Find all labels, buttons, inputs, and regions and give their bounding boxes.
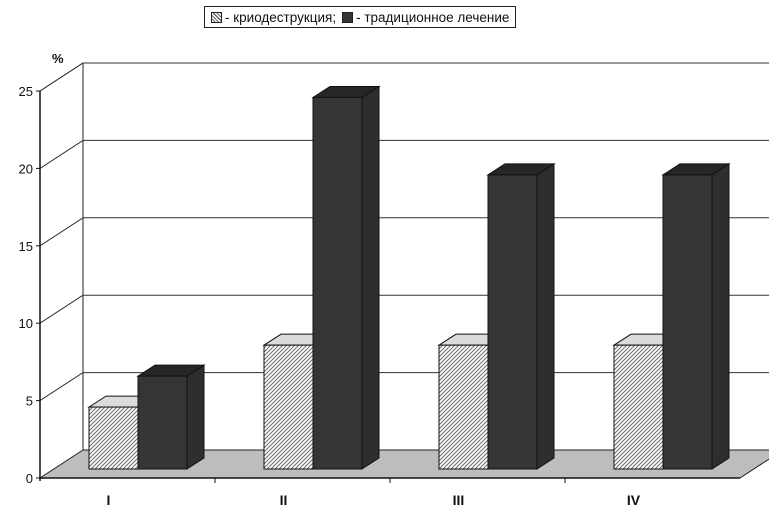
y-tick-label: 10 [19, 316, 33, 331]
x-category-label: IV [627, 492, 641, 508]
y-tick-label: 5 [26, 394, 33, 409]
y-axis-unit-label: % [52, 51, 64, 66]
bar-side [711, 162, 730, 470]
y-tick-label: 0 [26, 471, 33, 486]
bar-traditional-2 [487, 174, 538, 470]
chart-legend: - криодеструкция; - традиционное лечение [204, 6, 517, 28]
x-category-label: II [280, 492, 288, 508]
bar-side [361, 85, 380, 470]
x-category-label: I [107, 492, 111, 508]
y-tick-label: 20 [19, 161, 33, 176]
bar-cryo-1 [263, 344, 314, 470]
legend-label-traditional: - традиционное лечение [356, 9, 510, 25]
bar-traditional-0 [137, 375, 188, 470]
bar-cryo-0 [88, 406, 139, 470]
bar-traditional-1 [312, 96, 363, 470]
legend-item-traditional: - традиционное лечение [342, 10, 509, 25]
bar-side [536, 162, 555, 470]
bar-cryo-2 [438, 344, 489, 470]
bar-cryo-3 [613, 344, 664, 470]
bar-side [186, 364, 205, 470]
gridline-side [39, 294, 84, 324]
bar-traditional-3 [662, 174, 713, 470]
y-tick-label: 25 [19, 84, 33, 99]
y-tick-label: 15 [19, 239, 33, 254]
gridline-side [39, 139, 84, 169]
gridline-side [39, 62, 84, 92]
x-category-label: III [453, 492, 465, 508]
legend-swatch-solid [342, 11, 354, 23]
legend-swatch-hatched [211, 11, 222, 23]
legend-label-cryo: - криодеструкция; [225, 9, 337, 25]
gridline-side [39, 217, 84, 247]
legend-item-cryo: - криодеструкция; [211, 10, 336, 25]
gridline-side [39, 372, 84, 402]
